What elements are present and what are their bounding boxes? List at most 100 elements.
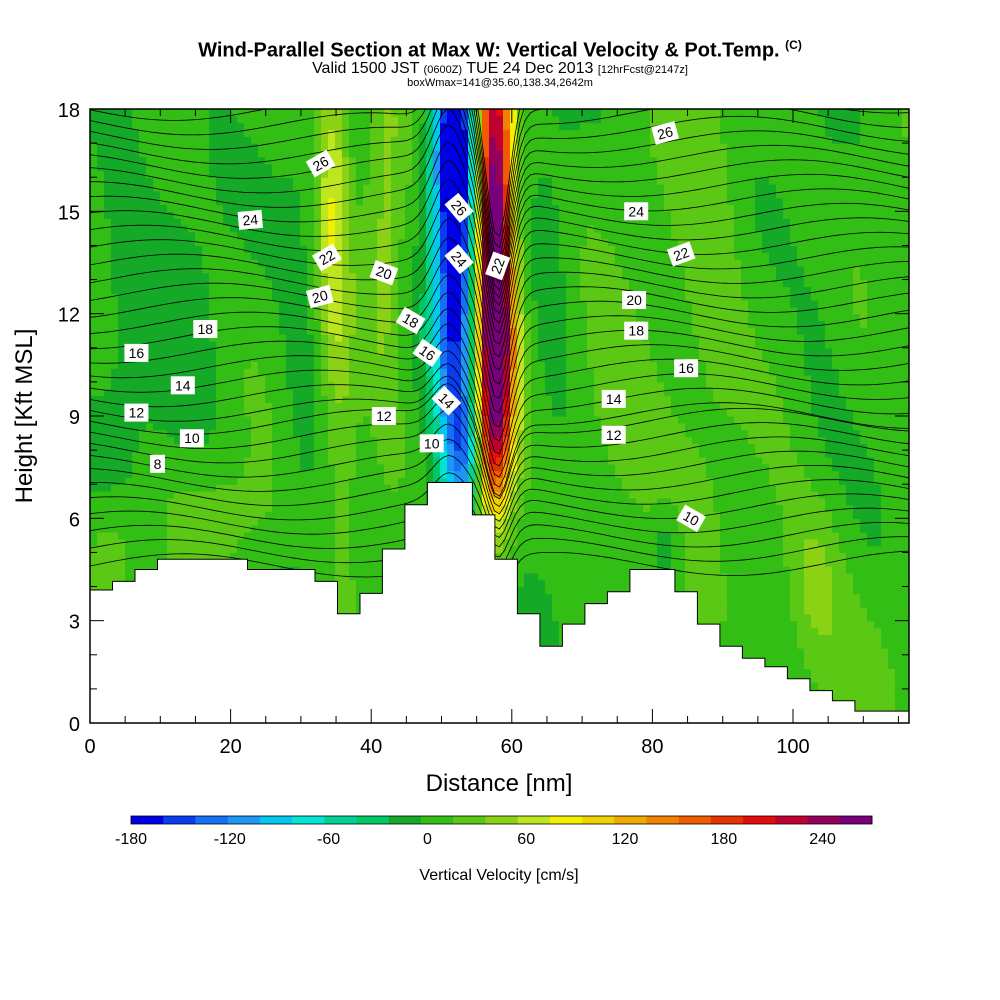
velocity-cell [328,429,336,438]
velocity-cell [307,477,315,485]
velocity-cell [797,647,805,656]
velocity-cell [363,518,371,526]
velocity-cell [188,497,196,506]
velocity-cell [671,477,679,485]
velocity-cell [300,436,308,444]
velocity-cell [678,456,686,465]
velocity-cell [307,436,315,444]
velocity-cell [720,484,728,492]
velocity-cell [258,436,266,444]
velocity-cell [622,497,630,506]
velocity-cell [867,668,875,676]
velocity-cell [902,695,909,704]
velocity-cell [244,456,252,465]
velocity-cell [713,450,721,458]
velocity-cell [699,470,707,478]
velocity-cell [279,450,287,458]
velocity-cell [622,429,630,438]
velocity-cell [755,607,763,615]
velocity-cell [251,552,259,560]
velocity-cell [552,525,560,533]
velocity-cell [671,525,679,533]
velocity-cell [762,436,770,444]
velocity-cell [524,429,532,438]
velocity-cell [692,491,700,499]
velocity-cell [769,504,777,513]
velocity-cell [538,443,546,451]
velocity-cell [706,436,714,444]
velocity-cell [398,491,406,499]
velocity-cell [720,627,728,635]
velocity-cell [587,477,595,485]
velocity-cell [517,436,525,444]
velocity-cell [692,531,700,540]
velocity-cell [797,654,805,663]
velocity-cell [377,518,385,526]
velocity-cell [237,552,245,560]
velocity-cell [678,552,686,560]
velocity-cell [517,525,525,533]
velocity-cell [433,429,441,438]
velocity-cell [734,531,742,540]
velocity-cell [370,450,378,458]
velocity-cell [566,545,574,554]
velocity-cell [223,545,231,554]
velocity-cell [895,593,903,601]
velocity-cell [146,545,154,554]
velocity-cell [895,641,903,649]
velocity-cell [643,470,651,478]
velocity-cell [300,470,308,478]
velocity-cell [895,695,903,704]
velocity-cell [706,518,714,526]
velocity-cell [769,559,777,567]
velocity-cell [524,545,532,554]
velocity-cell [125,470,133,478]
velocity-cell [755,463,763,472]
velocity-cell [685,470,693,478]
velocity-cell [832,634,840,642]
velocity-cell [706,456,714,465]
velocity-cell [398,538,406,547]
velocity-cell [517,443,525,451]
velocity-cell [314,470,322,478]
velocity-cell [104,504,112,513]
velocity-cell [895,477,903,485]
velocity-cell [678,525,686,533]
velocity-cell [97,518,105,526]
velocity-cell [832,641,840,649]
velocity-cell [545,518,553,526]
velocity-cell [321,538,329,547]
velocity-cell [825,463,833,472]
velocity-cell [734,566,742,574]
velocity-cell [818,456,826,465]
velocity-cell [216,531,224,540]
velocity-cell [832,531,840,540]
velocity-cell [335,456,343,465]
velocity-cell [545,627,553,635]
velocity-cell [881,579,889,588]
velocity-cell [839,675,847,683]
velocity-cell [776,593,784,601]
velocity-cell [398,484,406,492]
velocity-cell [692,477,700,485]
velocity-cell [811,559,819,567]
velocity-cell [678,504,686,513]
velocity-cell [902,545,909,554]
velocity-cell [699,572,707,581]
velocity-cell [615,552,623,560]
velocity-cell [293,511,301,519]
velocity-cell [90,511,98,519]
velocity-cell [839,600,847,608]
velocity-cell [608,518,616,526]
velocity-cell [566,593,574,601]
velocity-cell [713,545,721,554]
velocity-cell [412,463,420,472]
velocity-cell [293,491,301,499]
velocity-cell [888,450,896,458]
velocity-cell [573,484,581,492]
velocity-cell [307,552,315,560]
velocity-cell [111,443,119,451]
velocity-cell [699,613,707,622]
velocity-cell [811,484,819,492]
velocity-cell [370,545,378,554]
